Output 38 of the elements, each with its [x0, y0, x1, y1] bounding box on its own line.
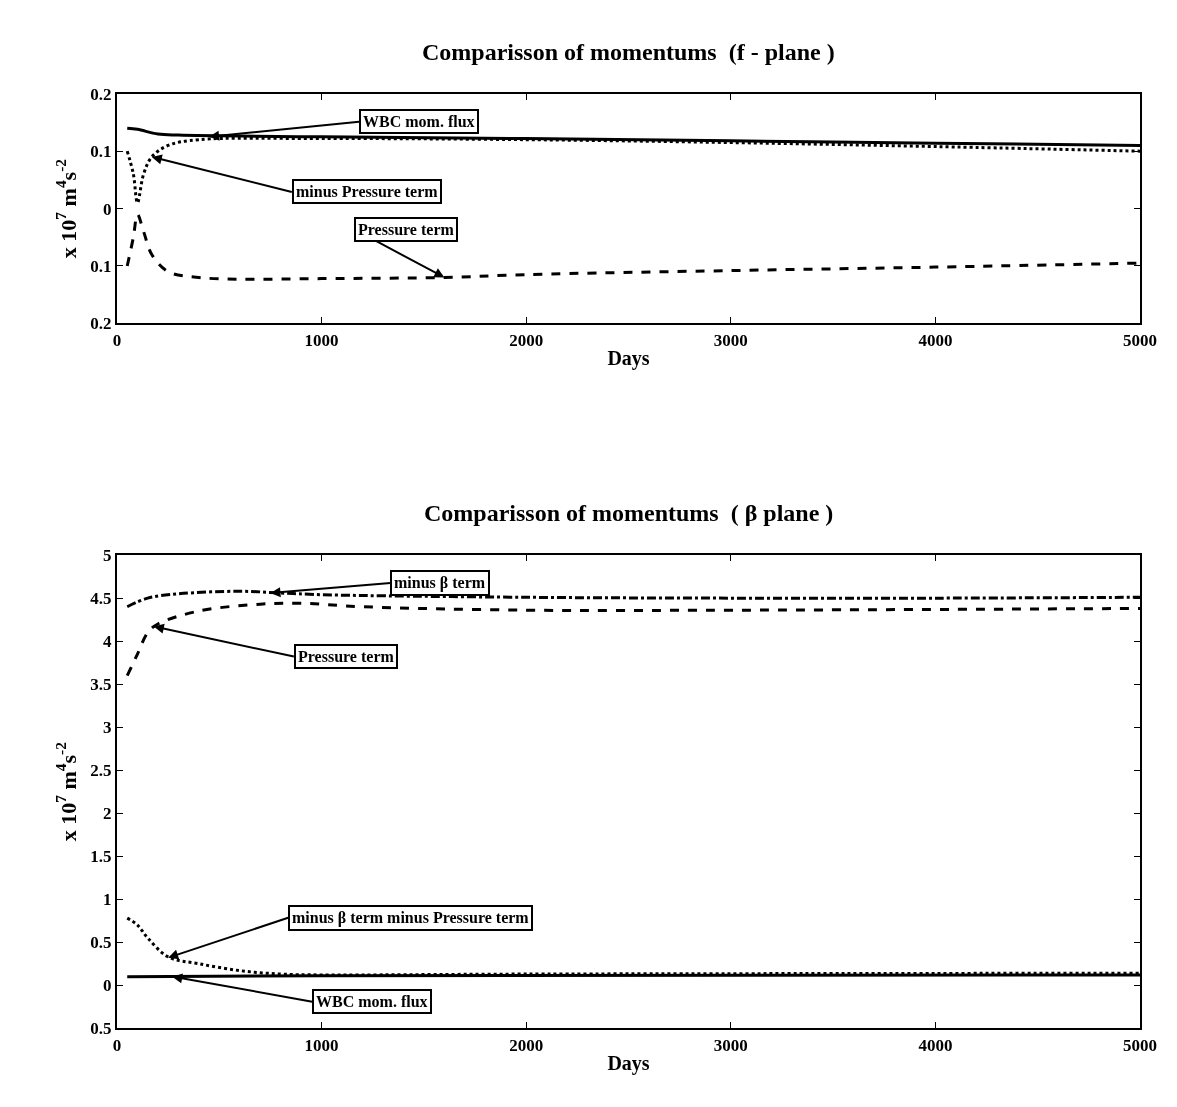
annotation: Pressure term — [298, 648, 395, 665]
x-tick-label: 1000 — [304, 1035, 339, 1055]
y-tick-label: 0.1 — [90, 142, 112, 162]
y-tick-label: 0.5 — [90, 1019, 112, 1039]
y-tick-label: 2 — [103, 804, 112, 824]
x-tick-label: 3000 — [713, 1035, 748, 1055]
x-tick-label: 5000 — [1123, 330, 1157, 350]
annotation: minus β term — [394, 574, 486, 592]
y-tick-label: 1 — [103, 890, 112, 910]
x-tick-label: 4000 — [918, 1035, 953, 1055]
y-tick-label: 4.5 — [90, 589, 112, 609]
y-tick-label: 3 — [103, 718, 112, 738]
x-tick-label: 5000 — [1123, 1035, 1157, 1055]
y-tick-label: 1.5 — [90, 847, 112, 867]
y-tick-label: 0.2 — [90, 84, 112, 104]
x-tick-label: 2000 — [509, 330, 544, 350]
y-tick-label: 0 — [103, 976, 112, 996]
annotation: WBC mom. flux — [316, 993, 428, 1010]
y-tick-label: 0.5 — [90, 933, 112, 953]
y-tick-label: 0.1 — [90, 256, 112, 276]
x-tick-label: 2000 — [509, 1035, 544, 1055]
y-tick-label: 0 — [103, 199, 112, 219]
annotation: WBC mom. flux — [363, 113, 475, 130]
y-tick-label: 4 — [103, 632, 113, 652]
x-tick-label: 3000 — [713, 330, 748, 350]
annotation: minus β term minus Pressure term — [292, 909, 530, 927]
chart-title: Comparisson of momentums ( β plane ) — [424, 500, 834, 526]
y-tick-label: 3.5 — [90, 675, 112, 695]
x-tick-label: 4000 — [918, 330, 953, 350]
y-tick-label: 2.5 — [90, 761, 112, 781]
annotation: minus Pressure term — [296, 183, 439, 200]
chart-title: Comparisson of momentums (f - plane ) — [422, 39, 835, 65]
y-tick-label: 0.2 — [90, 314, 112, 334]
x-axis-title: Days — [607, 1051, 650, 1075]
annotation: Pressure term — [358, 221, 455, 238]
x-axis-title: Days — [607, 346, 650, 370]
x-tick-label: 1000 — [304, 330, 339, 350]
y-tick-label: 5 — [103, 546, 112, 566]
